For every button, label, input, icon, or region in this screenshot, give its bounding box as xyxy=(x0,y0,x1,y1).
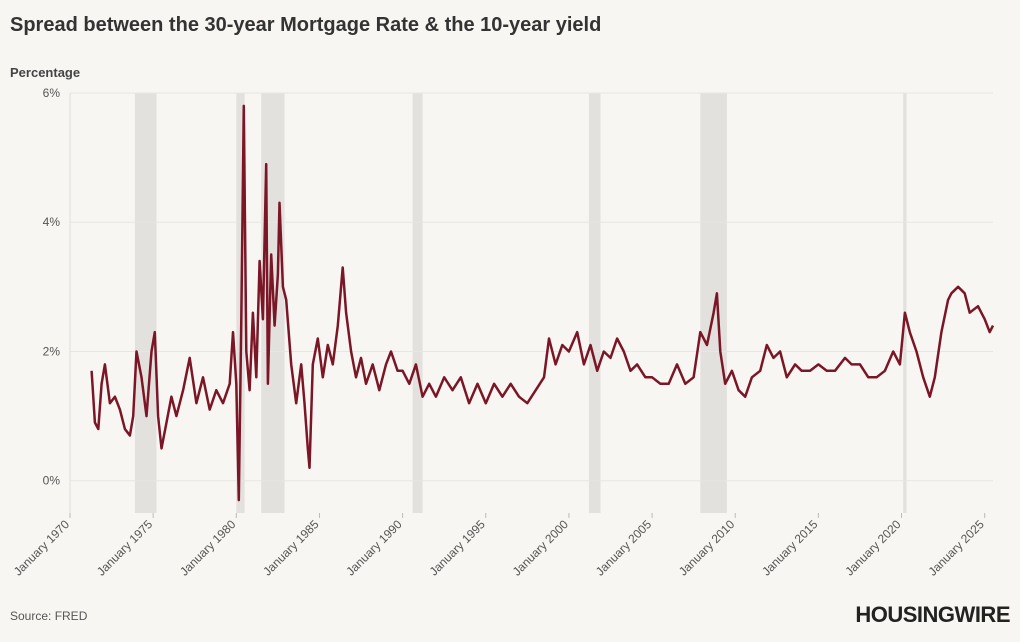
recession-band xyxy=(588,93,601,513)
line-series xyxy=(90,104,995,502)
recession-band xyxy=(412,93,423,513)
recession-band xyxy=(134,93,157,513)
recession-band xyxy=(903,93,907,513)
source: Source: FRED xyxy=(10,609,88,623)
y-tick-label: 0% xyxy=(43,474,61,488)
chart-title: Spread between the 30-year Mortgage Rate… xyxy=(10,14,601,36)
recession-band xyxy=(700,93,727,513)
y-tick-label: 4% xyxy=(43,215,61,229)
y-tick-label: 6% xyxy=(43,86,61,100)
logo: HOUSINGWIRE xyxy=(855,602,1010,627)
y-tick-label: 2% xyxy=(43,344,61,358)
y-axis-label: Percentage xyxy=(10,65,80,80)
